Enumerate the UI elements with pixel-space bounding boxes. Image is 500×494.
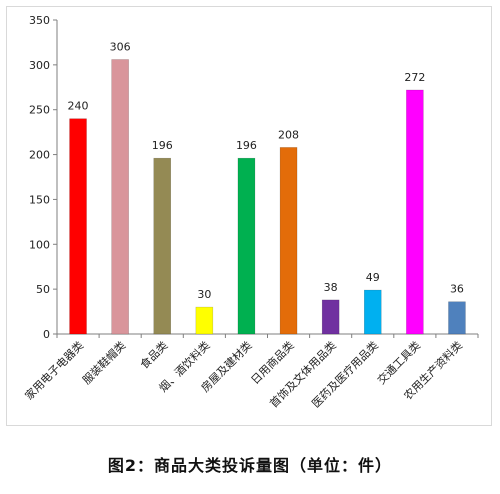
bar <box>195 306 214 335</box>
y-tick-label: 150 <box>29 193 50 206</box>
y-tick-label: 100 <box>29 238 50 251</box>
data-label: 306 <box>110 40 131 53</box>
y-tick-label: 200 <box>29 149 50 162</box>
data-label: 38 <box>324 281 338 294</box>
bar <box>279 147 298 335</box>
y-tick-label: 250 <box>29 104 50 117</box>
data-label: 240 <box>68 100 89 113</box>
y-tick-label: 50 <box>36 283 50 296</box>
chart-caption: 图2：商品大类投诉量图（单位：件） <box>107 456 393 475</box>
y-tick-label: 350 <box>29 14 50 27</box>
y-tick-label: 0 <box>43 328 50 341</box>
bar <box>321 299 340 335</box>
data-label: 49 <box>366 271 380 284</box>
x-tick-label: 服装鞋帽类 <box>79 338 128 387</box>
bar <box>406 89 424 335</box>
data-label: 196 <box>152 139 173 152</box>
bar <box>364 289 382 335</box>
bar <box>153 157 171 335</box>
bar-chart: 0 50 100 150 200 250 300 350 240 家用电子电器类 306 服装鞋帽类 1… <box>22 14 479 410</box>
bar <box>448 301 466 335</box>
bar <box>111 59 129 335</box>
x-tick-label: 食品类 <box>137 338 170 371</box>
data-label: 272 <box>404 71 425 84</box>
bar <box>69 118 87 335</box>
data-label: 30 <box>197 288 211 301</box>
data-label: 36 <box>450 283 464 296</box>
bar <box>237 157 256 335</box>
data-label: 196 <box>236 139 257 152</box>
x-tick-label: 家用电子电器类 <box>22 338 86 402</box>
data-label: 208 <box>278 128 299 141</box>
y-tick-label: 300 <box>29 59 50 72</box>
